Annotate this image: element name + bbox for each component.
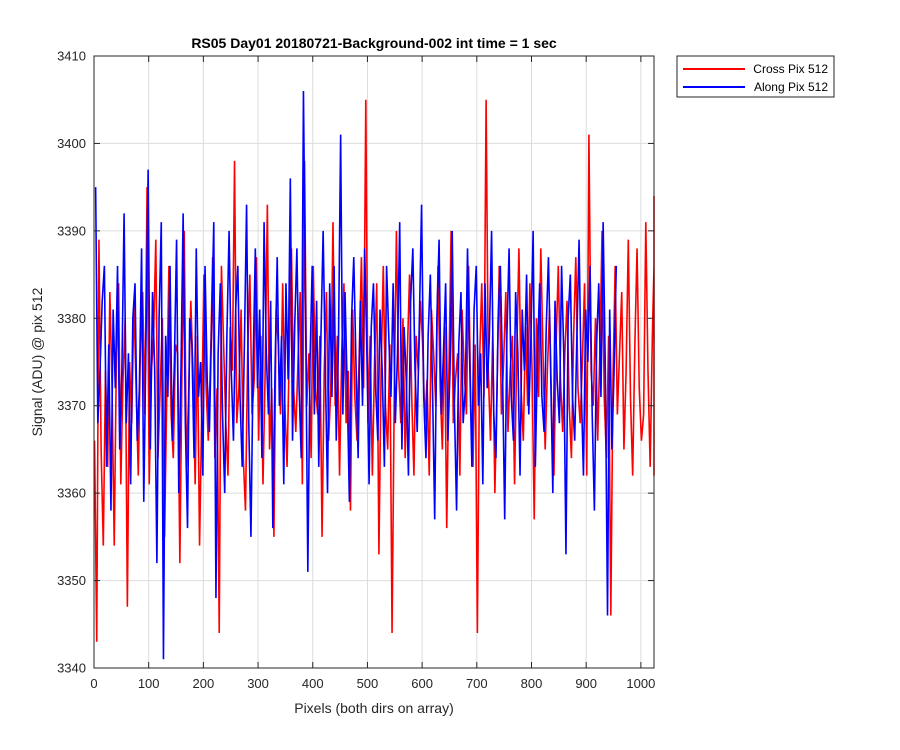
y-tick-label: 3350 [57,573,86,588]
x-tick-label: 900 [575,676,597,691]
x-axis-label: Pixels (both dirs on array) [294,700,454,716]
series-layer [93,90,655,660]
legend-label-cross-pix-512: Cross Pix 512 [753,62,828,76]
x-tick-label: 400 [302,676,324,691]
y-tick-label: 3390 [57,223,86,238]
x-tick-label: 100 [138,676,160,691]
y-tick-label: 3410 [57,49,86,64]
y-tick-label: 3340 [57,661,86,676]
y-tick-label: 3360 [57,486,86,501]
axis-ticks [93,55,654,669]
series-line-along-pix-512 [94,90,618,660]
y-axis-label: Signal (ADU) @ pix 512 [29,287,45,436]
y-tick-label: 3370 [57,398,86,413]
y-tick-labels: 3340 3350 3360 3370 3380 3390 3400 3410 [57,49,86,676]
x-tick-label: 200 [193,676,215,691]
chart-title: RS05 Day01 20180721-Background-002 int t… [191,35,557,51]
legend-label-along-pix-512: Along Pix 512 [754,80,828,94]
x-tick-label: 1000 [626,676,655,691]
x-tick-label: 300 [247,676,269,691]
x-tick-label: 500 [357,676,379,691]
x-tick-label: 0 [90,676,97,691]
x-tick-label: 800 [521,676,543,691]
y-tick-label: 3400 [57,136,86,151]
x-tick-label: 700 [466,676,488,691]
x-tick-label: 600 [411,676,433,691]
legend: Cross Pix 512 Along Pix 512 [676,55,835,98]
series-line-cross-pix-512 [93,99,655,642]
x-tick-labels: 0 100 200 300 400 500 600 700 800 900 1000 [90,676,655,691]
legend-box [676,55,835,98]
plot-area-frame [93,55,655,669]
y-tick-label: 3380 [57,311,86,326]
